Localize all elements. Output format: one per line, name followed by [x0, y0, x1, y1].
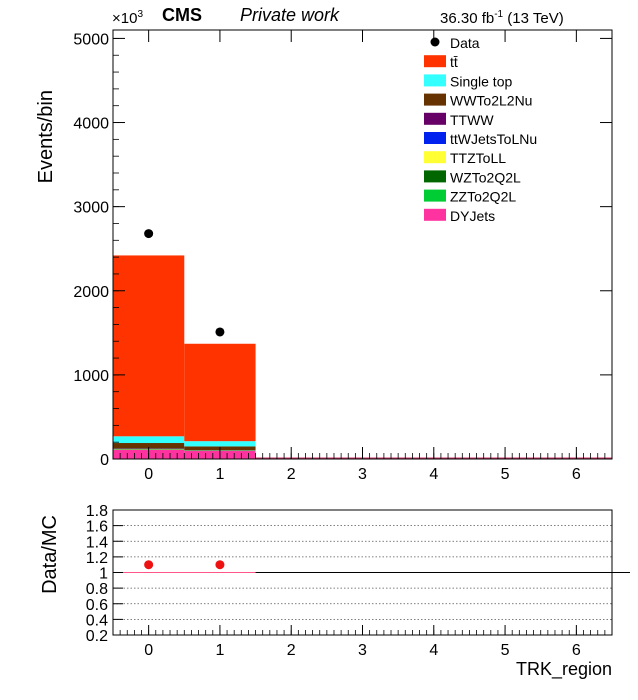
- legend-swatch-5: [424, 132, 446, 144]
- stack-bar-7-1: [184, 441, 255, 446]
- bottom-y-tick-label-0: 0.2: [86, 628, 108, 645]
- legend-label-2: Single top: [450, 73, 512, 89]
- legend-swatch-1: [424, 55, 446, 67]
- ratio-point-1: [215, 560, 224, 569]
- ratio-grid: [113, 510, 630, 635]
- legend-label-3: WWTo2L2Nu: [450, 93, 532, 109]
- ratio-point-0: [144, 560, 153, 569]
- top-x-tick-label-1: 1: [215, 466, 224, 483]
- top-x-tick-label-5: 5: [501, 466, 510, 483]
- legend-swatch-6: [424, 151, 446, 163]
- bottom-y-tick-label-7: 1.6: [86, 519, 108, 536]
- bottom-x-tick-label-0: 0: [144, 642, 153, 659]
- top-y-tick-label-0: 0: [100, 452, 109, 469]
- y-multiplier-exponent: 3: [137, 9, 143, 20]
- lumi-value: 36.30 fb: [440, 10, 494, 27]
- bottom-y-axis-label: Data/MC: [39, 515, 61, 594]
- x-axis-label: TRK_region: [516, 659, 612, 680]
- top-y-tick-label-3: 3000: [73, 200, 109, 217]
- stack-bar-7-0: [113, 436, 184, 443]
- top-x-tick-label-6: 6: [572, 466, 581, 483]
- stack-bar-8-1: [184, 344, 255, 441]
- bottom-y-tick-label-2: 0.6: [86, 597, 108, 614]
- legend-label-7: WZTo2Q2L: [450, 169, 521, 185]
- legend-label-8: ZZTo2Q2L: [450, 189, 516, 205]
- legend-label-9: DYJets: [450, 208, 495, 224]
- y-multiplier-base: ×10: [112, 10, 137, 27]
- lumi-label: 36.30 fb-1 (13 TeV): [440, 9, 564, 27]
- top-y-axis-label: Events/bin: [35, 90, 57, 183]
- bottom-y-tick-label-1: 0.4: [86, 612, 108, 629]
- legend-swatch-7: [424, 170, 446, 182]
- top-y-tick-label-2: 2000: [73, 284, 109, 301]
- legend-swatch-4: [424, 113, 446, 125]
- legend-marker-data: [431, 38, 440, 47]
- legend-swatch-9: [424, 209, 446, 221]
- legend-label-1: tt̄: [450, 54, 458, 70]
- bottom-y-tick-label-3: 0.8: [86, 581, 108, 598]
- top-y-tick-label-5: 5000: [73, 31, 109, 48]
- bottom-y-tick-label-6: 1.4: [86, 534, 108, 551]
- bottom-x-tick-label-4: 4: [429, 642, 438, 659]
- data-point-1: [215, 327, 224, 336]
- legend-swatch-8: [424, 190, 446, 202]
- bottom-x-tick-label-1: 1: [215, 642, 224, 659]
- top-x-tick-label-2: 2: [287, 466, 296, 483]
- bottom-y-tick-label-4: 1: [99, 566, 108, 583]
- top-x-tick-label-3: 3: [358, 466, 367, 483]
- top-y-tick-label-1: 1000: [73, 368, 109, 385]
- private-work-label: Private work: [240, 5, 340, 25]
- bottom-x-tick-label-2: 2: [287, 642, 296, 659]
- legend-swatch-2: [424, 74, 446, 86]
- energy-label: (13 TeV): [503, 10, 564, 27]
- bottom-x-tick-label-3: 3: [358, 642, 367, 659]
- legend-label-6: TTZToLL: [450, 150, 506, 166]
- bottom-x-tick-label-5: 5: [501, 642, 510, 659]
- top-x-tick-label-0: 0: [144, 466, 153, 483]
- stack-bar-8-0: [113, 255, 184, 436]
- bottom-x-tick-label-6: 6: [572, 642, 581, 659]
- ratio-points: [144, 560, 224, 569]
- top-x-tick-label-4: 4: [429, 466, 438, 483]
- bottom-y-tick-label-8: 1.8: [86, 503, 108, 520]
- top-y-tick-label-4: 4000: [73, 116, 109, 133]
- legend: Data tt̄ Single top WWTo2L2Nu TTWW ttWJetsToL…: [424, 35, 537, 224]
- stack-bars: [113, 255, 612, 459]
- y-multiplier: ×103: [112, 9, 143, 27]
- legend-label-4: TTWW: [450, 112, 494, 128]
- experiment-label: CMS: [162, 5, 202, 25]
- legend-swatch-3: [424, 94, 446, 106]
- bottom-y-tick-label-5: 1.2: [86, 550, 108, 567]
- data-point-0: [144, 229, 153, 238]
- legend-label-0: Data: [450, 35, 480, 51]
- legend-label-5: ttWJetsToLNu: [450, 131, 537, 147]
